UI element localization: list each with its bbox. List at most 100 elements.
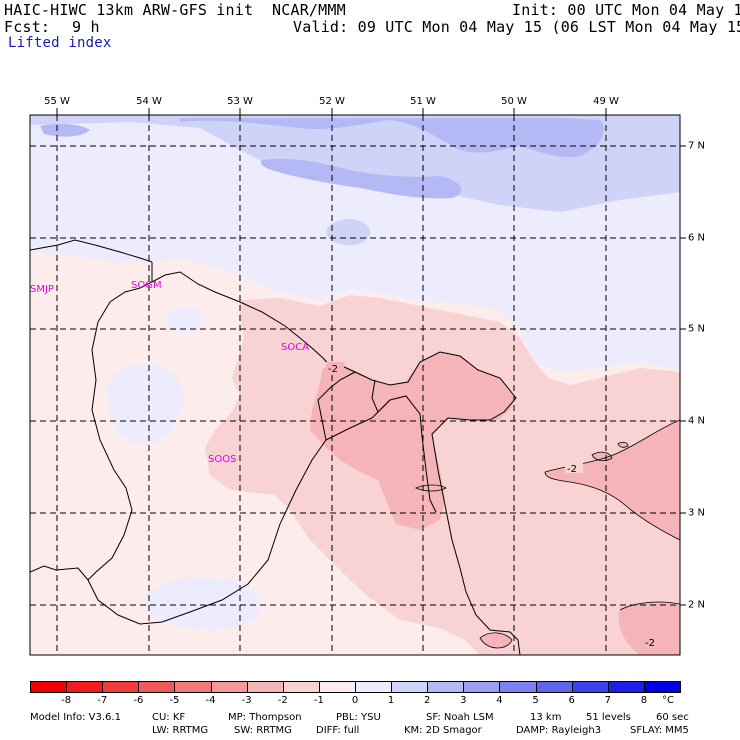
model-title: HAIC-HIWC 13km ARW-GFS init xyxy=(4,1,254,19)
map-frame xyxy=(29,114,681,656)
lat-label-6n: 6 N xyxy=(688,232,706,244)
lon-label-53w: 53 W xyxy=(227,96,253,107)
footer-damp: DAMP: Rayleigh3 xyxy=(516,725,602,736)
field-mid-pink xyxy=(592,452,612,461)
station-label-soos: SOOS xyxy=(208,454,236,465)
footer-timestep: 60 sec xyxy=(656,712,689,723)
lat-label-4n: 4 N xyxy=(688,415,706,427)
field-deep-blue xyxy=(40,123,90,137)
footer-cu: CU: KF xyxy=(152,712,186,723)
field-name: Lifted index xyxy=(8,35,112,51)
init-time: Init: 00 UTC Mon 04 May 15 xyxy=(512,1,740,19)
colorbar-swatch xyxy=(102,681,140,693)
border-line xyxy=(30,262,153,581)
footer-pbl: PBL: YSU xyxy=(336,712,381,723)
colorbar-tick-label: -7 xyxy=(97,695,108,706)
colorbar-tick-label: 6 xyxy=(568,695,575,706)
colorbar-tick-label: 8 xyxy=(640,695,648,706)
field-mid-blue-patch xyxy=(326,218,371,246)
colorbar-tick-label: 0 xyxy=(351,695,359,706)
colorbar-swatch xyxy=(607,681,645,693)
colorbar-swatch xyxy=(499,681,537,693)
contour-line xyxy=(544,471,680,541)
field-light-blue-patch xyxy=(107,363,183,444)
footer-levels: 51 levels xyxy=(586,712,631,723)
field-mid-pink xyxy=(618,442,628,448)
colorbar-swatch xyxy=(282,681,320,693)
border-line xyxy=(87,395,437,625)
lat-label-7n: 7 N xyxy=(688,140,706,152)
footer-resolution: 13 km xyxy=(530,712,562,723)
station-label-soca: SOCA xyxy=(281,342,309,353)
border-line xyxy=(317,371,356,441)
colorbar-swatch xyxy=(355,681,393,693)
field-mid-pink xyxy=(310,352,516,530)
footer-sf: SF: Noah LSM xyxy=(426,712,494,723)
colorbar-tick-label: 3 xyxy=(460,695,467,706)
colorbar-swatch xyxy=(30,681,68,693)
forecast-value: 9 h xyxy=(72,18,100,36)
station-label-smjp: SMJP xyxy=(30,284,54,295)
footer-sflay: SFLAY: MM5 xyxy=(630,725,689,736)
coastline xyxy=(151,271,521,655)
colorbar-swatch xyxy=(463,681,501,693)
contour-value-label: -2 xyxy=(567,464,577,475)
colorbar-tick-label: 1 xyxy=(387,695,395,706)
contour-line xyxy=(591,451,613,462)
contour-value-label: -2 xyxy=(645,638,655,649)
colorbar-tick-label: 4 xyxy=(496,695,503,706)
colorbar-swatch xyxy=(571,681,609,693)
lon-label-49w: 49 W xyxy=(593,96,619,107)
forecast-label: Fcst: xyxy=(4,18,51,36)
colorbar-tick-label: -1 xyxy=(313,695,324,706)
colorbar-swatch xyxy=(210,681,248,693)
colorbar-tick-label: -5 xyxy=(169,695,180,706)
field-mid-pink xyxy=(618,602,680,655)
colorbar-tick-label: 7 xyxy=(604,695,611,706)
border-line xyxy=(371,379,391,413)
border-line xyxy=(30,239,153,263)
lon-label-51w: 51 W xyxy=(410,96,436,107)
colorbar-swatch xyxy=(427,681,465,693)
colorbar-swatch xyxy=(391,681,429,693)
contour-line xyxy=(479,632,513,649)
lon-label-55w: 55 W xyxy=(44,96,70,107)
lon-label-52w: 52 W xyxy=(319,96,345,107)
footer-model-info: Model Info: V3.6.1 xyxy=(30,712,121,723)
valid-time: Valid: 09 UTC Mon 04 May 15 (06 LST Mon … xyxy=(293,18,740,36)
contour-line xyxy=(617,441,629,448)
station-label-sogm: SOGM xyxy=(131,280,162,291)
footer-mp: MP: Thompson xyxy=(228,712,302,723)
lat-label-3n: 3 N xyxy=(688,507,706,519)
footer-sw: SW: RRTMG xyxy=(234,725,292,736)
org-label: NCAR/MMM xyxy=(272,1,346,19)
lat-label-2n: 2 N xyxy=(688,599,706,611)
colorbar-swatch xyxy=(246,681,284,693)
contour-line xyxy=(415,484,447,492)
colorbar-swatch xyxy=(66,681,104,693)
lon-label-50w: 50 W xyxy=(501,96,527,107)
colorbar-swatch xyxy=(535,681,573,693)
lon-label-54w: 54 W xyxy=(136,96,162,107)
colorbar-swatch xyxy=(643,681,681,693)
colorbar-swatch xyxy=(318,681,356,693)
field-light-blue-patch xyxy=(144,577,261,630)
field-light-blue-patch xyxy=(167,306,203,334)
colorbar-unit: °C xyxy=(662,695,674,706)
colorbar-tick-label: -3 xyxy=(241,695,252,706)
footer-lw: LW: RRTMG xyxy=(152,725,209,736)
field-mid-pink xyxy=(480,632,512,648)
field-mid-pink xyxy=(545,420,680,540)
footer-km: KM: 2D Smagor xyxy=(404,725,482,736)
colorbar-tick-label: 2 xyxy=(424,695,431,706)
contour-value-label: -2 xyxy=(328,364,338,375)
colorbar-tick-label: -8 xyxy=(61,695,72,706)
footer-diff: DIFF: full xyxy=(316,725,360,736)
colorbar-swatch xyxy=(138,681,176,693)
field-deep-blue xyxy=(260,158,462,199)
lat-label-5n: 5 N xyxy=(688,323,706,335)
colorbar-swatch xyxy=(174,681,212,693)
colorbar-tick-label: 5 xyxy=(532,695,539,706)
colorbar-tick-label: -2 xyxy=(277,695,288,706)
